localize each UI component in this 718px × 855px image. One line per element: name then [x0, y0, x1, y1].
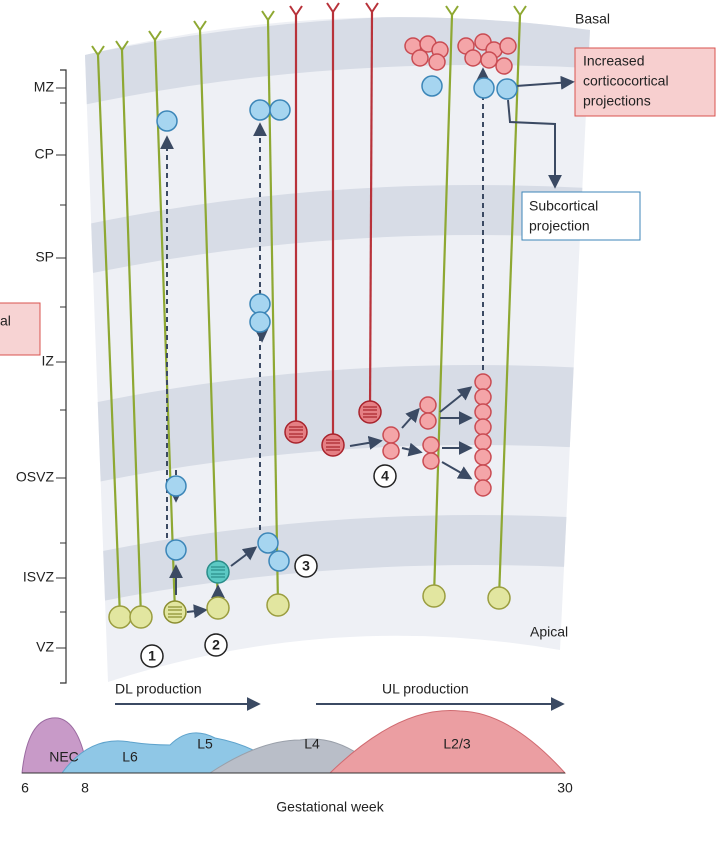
layer-label: OSVZ	[16, 469, 55, 485]
ul-cell	[496, 58, 512, 74]
layer-bracket	[60, 70, 66, 683]
figure: Basal Apical al Increased corticocortica…	[0, 0, 718, 850]
time-tick-label: 8	[81, 780, 89, 796]
box-text: projections	[583, 93, 651, 109]
layer-label: VZ	[36, 639, 54, 655]
cut-box-text: al	[0, 313, 11, 329]
ul-cell	[420, 413, 436, 429]
neuron	[166, 540, 186, 560]
wave-label: L2/3	[443, 736, 470, 752]
ul-cell	[423, 437, 439, 453]
fiber-end	[194, 21, 206, 30]
ul-cell	[420, 397, 436, 413]
production-label: DL production	[115, 681, 202, 697]
ul-cell	[475, 389, 491, 405]
neuron	[497, 79, 517, 99]
progenitor	[488, 587, 510, 609]
wave-label: L6	[122, 749, 138, 765]
step-number: 4	[381, 468, 389, 484]
dividing-cell	[207, 561, 229, 583]
progenitor	[109, 606, 131, 628]
layer-label: ISVZ	[23, 569, 55, 585]
basal-label: Basal	[575, 11, 610, 27]
box-text: corticocortical	[583, 73, 669, 89]
ul-cell	[500, 38, 516, 54]
progenitor	[423, 585, 445, 607]
fiber-end	[290, 6, 302, 15]
step-number: 3	[302, 558, 310, 574]
time-tick-label: 30	[557, 780, 573, 796]
box-text: Increased	[583, 53, 644, 69]
neuron	[258, 533, 278, 553]
fiber-end	[446, 6, 458, 15]
progenitor	[267, 594, 289, 616]
neuron	[250, 294, 270, 314]
layer-label: IZ	[42, 353, 55, 369]
layer-label: MZ	[34, 79, 55, 95]
ul-cell	[475, 465, 491, 481]
neuron	[474, 78, 494, 98]
ul-cell	[481, 52, 497, 68]
neuron	[166, 476, 186, 496]
ul-cell	[429, 54, 445, 70]
production-label: UL production	[382, 681, 469, 697]
ul-cell	[383, 443, 399, 459]
wave-label: L4	[304, 736, 320, 752]
step-number: 2	[212, 637, 220, 653]
dividing-cell	[322, 434, 344, 456]
neuron	[157, 111, 177, 131]
ul-cell	[475, 480, 491, 496]
ul-cell	[465, 50, 481, 66]
time-tick-label: 6	[21, 780, 29, 796]
box-text: projection	[529, 218, 590, 234]
dividing-cell	[164, 601, 186, 623]
neuron	[422, 76, 442, 96]
neuron	[269, 551, 289, 571]
fiber-end	[262, 11, 274, 20]
ul-cell	[475, 404, 491, 420]
fiber-end	[366, 3, 378, 12]
ul-cell	[412, 50, 428, 66]
step-number: 1	[148, 648, 156, 664]
ul-cell	[475, 374, 491, 390]
ul-cell	[423, 453, 439, 469]
layer-label: CP	[35, 146, 54, 162]
box-text: Subcortical	[529, 198, 598, 214]
ul-cell	[383, 427, 399, 443]
fiber-end	[514, 6, 526, 15]
fiber-end	[327, 3, 339, 12]
neuron	[270, 100, 290, 120]
ul-cell	[475, 434, 491, 450]
progenitor	[130, 606, 152, 628]
ul-cell	[475, 449, 491, 465]
ul-cell	[475, 419, 491, 435]
fiber-end	[149, 31, 161, 40]
wave-label: L5	[197, 736, 213, 752]
layer-label: SP	[35, 249, 54, 265]
neuron	[250, 312, 270, 332]
dividing-cell	[359, 401, 381, 423]
cut-box	[0, 303, 40, 355]
dividing-cell	[285, 421, 307, 443]
axis-label: Gestational week	[276, 799, 384, 815]
wave-label: NEC	[49, 749, 79, 765]
apical-label: Apical	[530, 624, 568, 640]
neuron	[250, 100, 270, 120]
progenitor	[207, 597, 229, 619]
